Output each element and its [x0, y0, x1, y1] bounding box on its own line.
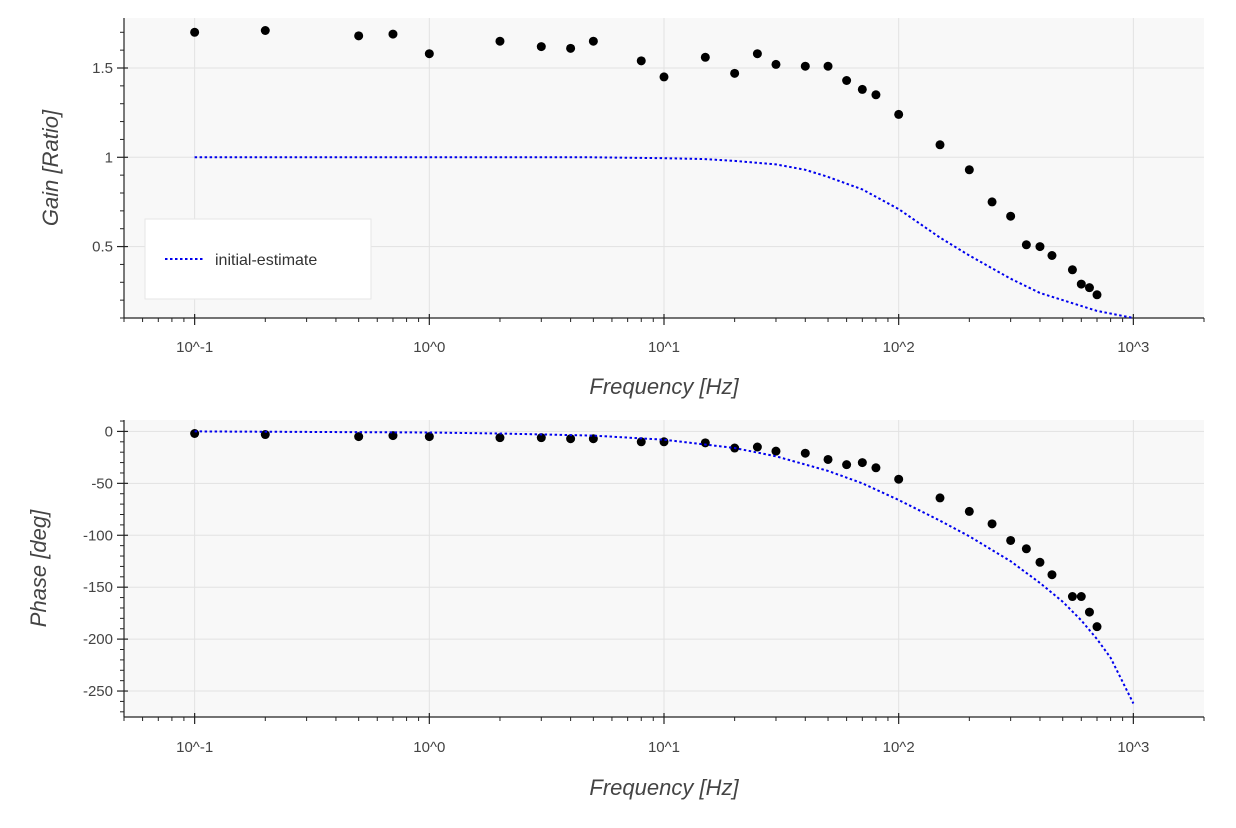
- measured-point: [752, 49, 762, 59]
- measured-point: [935, 493, 945, 503]
- measured-point: [566, 434, 576, 444]
- x-tick-label: 10^-1: [176, 339, 213, 356]
- measured-point: [388, 29, 398, 39]
- x-tick-label: 10^1: [648, 339, 680, 356]
- measured-point: [1021, 544, 1031, 554]
- x-tick-label: 10^1: [648, 739, 680, 756]
- measured-point: [190, 429, 200, 438]
- measured-point: [659, 72, 669, 82]
- measured-point: [771, 59, 781, 69]
- measured-point: [1035, 557, 1045, 567]
- measured-point: [1067, 592, 1077, 602]
- measured-point: [260, 430, 270, 440]
- y-tick-label: 1: [105, 149, 113, 166]
- chart-panel-phase: 10^-1 10^0 10^1 10^2 10^3 0 -50 -100 -150 -200 -25…: [26, 420, 1205, 800]
- measured-point: [636, 437, 646, 447]
- measured-point: [871, 90, 881, 100]
- x-tick-label: 10^3: [1117, 739, 1149, 756]
- y-tick-label: -250: [83, 683, 113, 700]
- measured-point: [987, 519, 997, 529]
- legend-label-estimate: initial-estimate: [215, 252, 317, 269]
- measured-point: [1021, 240, 1031, 250]
- measured-point: [823, 454, 833, 464]
- y-axis-title: Gain [Ratio]: [38, 109, 63, 226]
- y-tick-label: 0.5: [92, 239, 113, 256]
- measured-point: [495, 433, 505, 443]
- x-tick-label: 10^2: [883, 339, 915, 356]
- measured-point: [354, 432, 364, 442]
- measured-point: [842, 76, 852, 85]
- measured-point: [857, 458, 867, 468]
- measured-point: [1092, 622, 1102, 632]
- measured-point: [260, 26, 270, 35]
- y-tick-label: -150: [83, 579, 113, 596]
- measured-point: [424, 432, 434, 442]
- measured-point: [566, 43, 576, 53]
- x-tick-label: 10^-1: [176, 739, 213, 756]
- y-tick-label: 1.5: [92, 60, 113, 77]
- measured-point: [1035, 242, 1045, 252]
- measured-point: [730, 68, 740, 78]
- measured-point: [588, 36, 598, 46]
- y-tick-label: 0: [105, 423, 113, 440]
- y-axis-title: Phase [deg]: [26, 509, 51, 627]
- measured-point: [536, 433, 546, 443]
- x-tick-label: 10^2: [883, 739, 915, 756]
- x-tick-label: 10^3: [1117, 339, 1149, 356]
- measured-point: [700, 438, 710, 448]
- measured-point: [636, 56, 646, 66]
- chart-panel-gain: 10^-1 10^0 10^1 10^2 10^3 0.5 1 1.5 Frequency [H…: [38, 18, 1205, 399]
- measured-point: [842, 460, 852, 470]
- measured-point: [894, 109, 904, 119]
- legend-box: [144, 218, 372, 300]
- measured-point: [1047, 570, 1057, 580]
- x-tick-label: 10^0: [413, 339, 445, 356]
- measured-point: [771, 446, 781, 456]
- measured-point: [1006, 535, 1016, 545]
- measured-point: [871, 463, 881, 473]
- measured-point: [1076, 592, 1086, 602]
- measured-point: [1076, 279, 1086, 289]
- measured-point: [536, 42, 546, 52]
- measured-point: [1092, 290, 1102, 300]
- y-tick-label: -100: [83, 527, 113, 544]
- estimate-line: [194, 156, 1134, 319]
- measured-point: [700, 52, 710, 62]
- x-axis-title: Frequency [Hz]: [589, 374, 739, 399]
- measured-point: [1084, 283, 1094, 293]
- measured-point: [987, 197, 997, 207]
- measured-point: [964, 506, 974, 516]
- measured-point: [495, 36, 505, 46]
- measured-point: [1047, 251, 1057, 260]
- measured-point: [190, 27, 200, 37]
- measured-point: [964, 165, 974, 175]
- measured-point: [1067, 265, 1077, 275]
- legend: initial-estimate: [144, 218, 372, 300]
- x-axis-title: Frequency [Hz]: [589, 775, 739, 800]
- measured-point: [935, 140, 945, 150]
- y-tick-label: -50: [91, 475, 113, 492]
- measured-point: [424, 49, 434, 59]
- measured-point: [857, 84, 867, 94]
- measured-point: [752, 442, 762, 452]
- y-tick-label: -200: [83, 631, 113, 648]
- measured-point: [800, 61, 810, 71]
- measured-point: [894, 474, 904, 484]
- measured-point: [823, 61, 833, 71]
- measured-point: [1084, 607, 1094, 617]
- measured-point: [354, 31, 364, 41]
- x-tick-label: 10^0: [413, 739, 445, 756]
- measured-point: [1006, 211, 1016, 221]
- measured-point: [800, 448, 810, 458]
